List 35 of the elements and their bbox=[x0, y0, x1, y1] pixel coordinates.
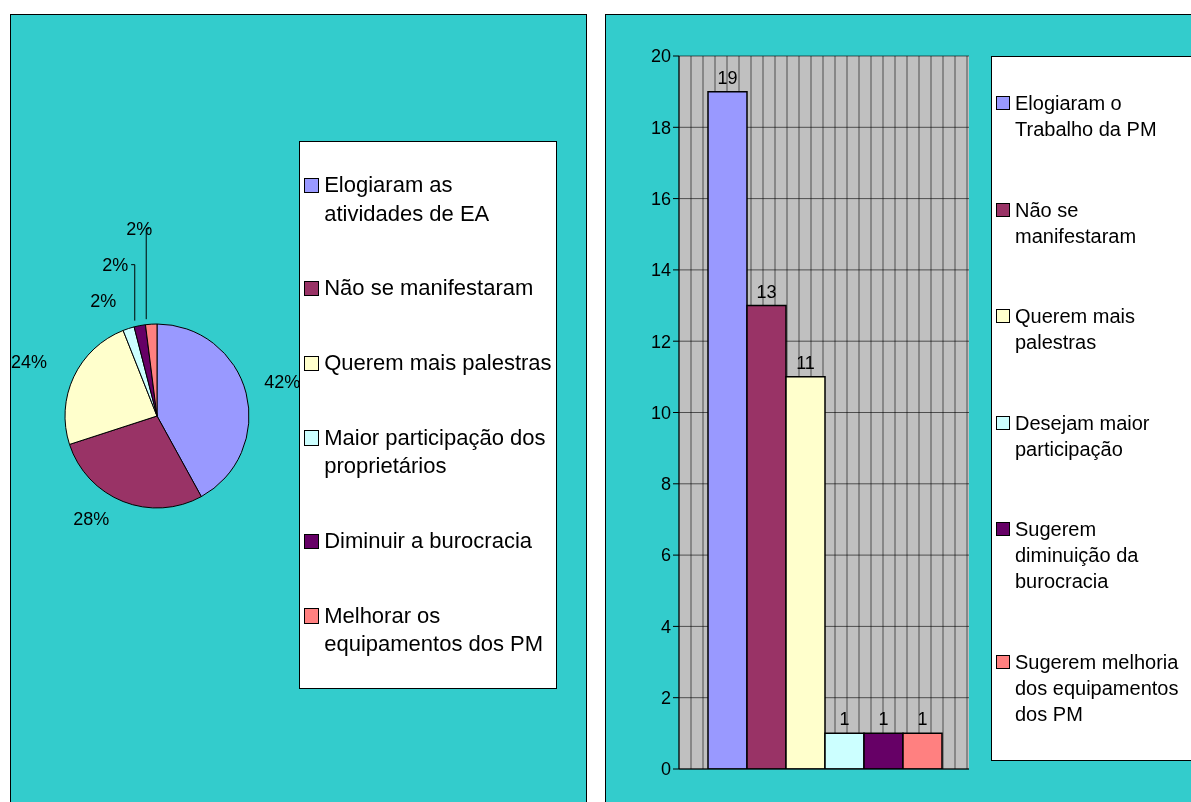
y-tick-label: 6 bbox=[660, 545, 671, 566]
y-tick-label: 10 bbox=[650, 402, 671, 423]
data-label: 1 bbox=[878, 709, 889, 730]
y-tick-label: 4 bbox=[660, 616, 671, 637]
data-label: 2% bbox=[90, 290, 117, 311]
legend-label: Querem mais palestras bbox=[1015, 304, 1137, 356]
y-tick-label: 20 bbox=[650, 46, 671, 67]
legend-label: Não se manifestaram bbox=[1015, 197, 1138, 249]
data-label: 24% bbox=[11, 351, 48, 372]
y-tick-label: 2 bbox=[660, 688, 671, 709]
legend-label: Desejam maior participação bbox=[1015, 410, 1151, 462]
data-label: 1 bbox=[917, 709, 928, 730]
y-tick-label: 12 bbox=[650, 331, 671, 352]
y-tick-label: 18 bbox=[650, 117, 671, 138]
data-label: 11 bbox=[796, 352, 815, 373]
legend-label: Melhorar os equipamentos dos PM bbox=[324, 601, 545, 659]
y-tick-label: 14 bbox=[650, 260, 671, 281]
data-label: 2% bbox=[126, 218, 153, 239]
legend-label: Elogiaram as atividades de EA bbox=[324, 171, 491, 228]
legend-label: Diminuir a burocracia bbox=[324, 527, 533, 556]
data-label: 28% bbox=[73, 508, 110, 529]
legend-label: Não se manifestaram bbox=[324, 274, 534, 303]
legend-label: Querem mais palestras bbox=[324, 349, 552, 378]
data-label: 1 bbox=[839, 709, 850, 730]
legend-label: Elogiaram o Trabalho da PM bbox=[1015, 91, 1158, 143]
data-label: 2% bbox=[102, 254, 129, 275]
data-label: 42% bbox=[264, 372, 301, 393]
legend-label: Maior participação dos proprietários bbox=[324, 423, 547, 481]
legend-label: Sugerem diminuição da burocracia bbox=[1015, 517, 1140, 595]
data-label: 19 bbox=[717, 67, 738, 88]
data-label: 13 bbox=[756, 281, 777, 302]
y-tick-label: 8 bbox=[660, 474, 671, 495]
y-tick-label: 0 bbox=[660, 759, 671, 780]
legend-label: Sugerem melhoria dos equipamentos dos PM bbox=[1015, 649, 1180, 727]
y-tick-label: 16 bbox=[650, 188, 671, 209]
